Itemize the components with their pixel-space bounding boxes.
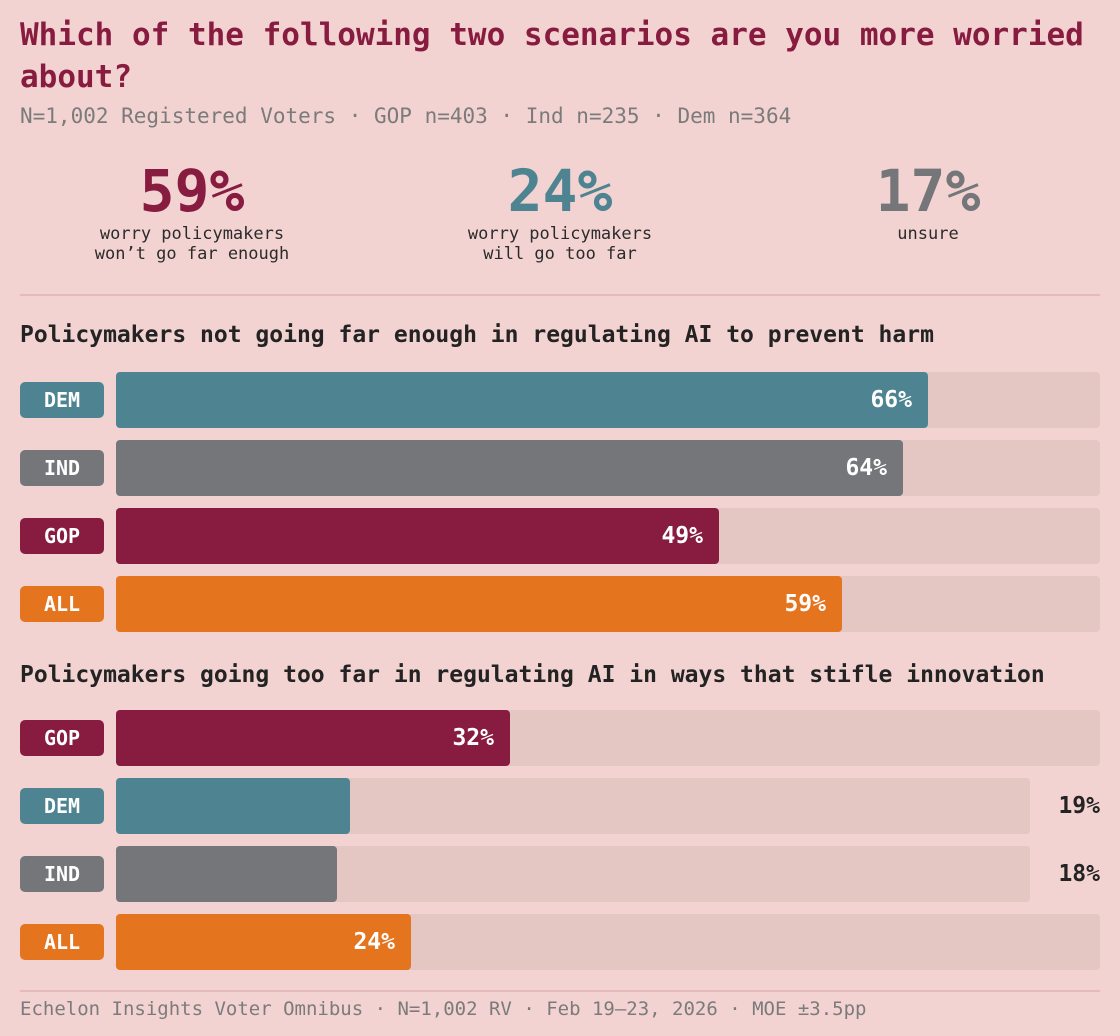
source-footer: Echelon Insights Voter Omnibus · N=1,002… — [20, 998, 867, 1020]
bar-row-all: ALL 24% — [20, 914, 1100, 970]
party-label-ind: IND — [20, 450, 104, 486]
bar-track — [116, 846, 1030, 902]
party-label-all: ALL — [20, 924, 104, 960]
bar-track: 59% — [116, 576, 1100, 632]
party-label-dem: DEM — [20, 382, 104, 418]
bar-track: 66% — [116, 372, 1100, 428]
stat-value: 17% — [875, 157, 981, 225]
bar-value-label: 59% — [784, 591, 826, 617]
bar-gop: 32% — [116, 710, 510, 766]
chart-title: Which of the following two scenarios are… — [20, 17, 1084, 95]
bar-row-dem: DEM 66% — [20, 372, 1100, 428]
stat-unsure: 17% unsure — [778, 158, 1078, 244]
bar-value-label: 66% — [870, 387, 912, 413]
stat-value: 59% — [139, 157, 245, 225]
bar-dem — [116, 778, 350, 834]
party-label-gop: GOP — [20, 518, 104, 554]
bar-row-gop: GOP 32% — [20, 710, 1100, 766]
stat-label: unsure — [897, 224, 959, 244]
party-label-gop: GOP — [20, 720, 104, 756]
bar-all: 24% — [116, 914, 411, 970]
footer-divider — [20, 990, 1100, 992]
section-title-not-far-enough: Policymakers not going far enough in reg… — [20, 322, 934, 348]
stat-too-far: 24% worry policymakers will go too far — [410, 158, 710, 264]
bar-track — [116, 778, 1030, 834]
bar-row-gop: GOP 49% — [20, 508, 1100, 564]
bar-track: 32% — [116, 710, 1100, 766]
bar-value-label: 19% — [1058, 793, 1100, 819]
header-divider — [20, 294, 1100, 296]
section-title-too-far: Policymakers going too far in regulating… — [20, 662, 1045, 688]
bar-dem: 66% — [116, 372, 928, 428]
sample-subtitle: N=1,002 Registered Voters · GOP n=403 · … — [20, 104, 792, 128]
party-label-dem: DEM — [20, 788, 104, 824]
stat-not-far-enough: 59% worry policymakers won’t go far enou… — [42, 158, 342, 264]
party-label-ind: IND — [20, 856, 104, 892]
bar-value-label: 32% — [452, 725, 494, 751]
bar-all: 59% — [116, 576, 842, 632]
party-label-all: ALL — [20, 586, 104, 622]
bar-row-all: ALL 59% — [20, 576, 1100, 632]
stat-label: worry policymakers will go too far — [467, 224, 653, 264]
bar-track: 64% — [116, 440, 1100, 496]
stat-value: 24% — [507, 157, 613, 225]
bar-row-dem: DEM 19% — [20, 778, 1100, 834]
bar-track: 24% — [116, 914, 1100, 970]
bar-ind: 64% — [116, 440, 903, 496]
bar-gop: 49% — [116, 508, 719, 564]
bar-track: 49% — [116, 508, 1100, 564]
bar-value-label: 64% — [845, 455, 887, 481]
bar-row-ind: IND 64% — [20, 440, 1100, 496]
stat-label: worry policymakers won’t go far enough — [94, 224, 290, 264]
bar-value-label: 18% — [1058, 861, 1100, 887]
bar-ind — [116, 846, 337, 902]
bar-value-label: 49% — [661, 523, 703, 549]
bar-value-label: 24% — [353, 929, 395, 955]
bar-row-ind: IND 18% — [20, 846, 1100, 902]
